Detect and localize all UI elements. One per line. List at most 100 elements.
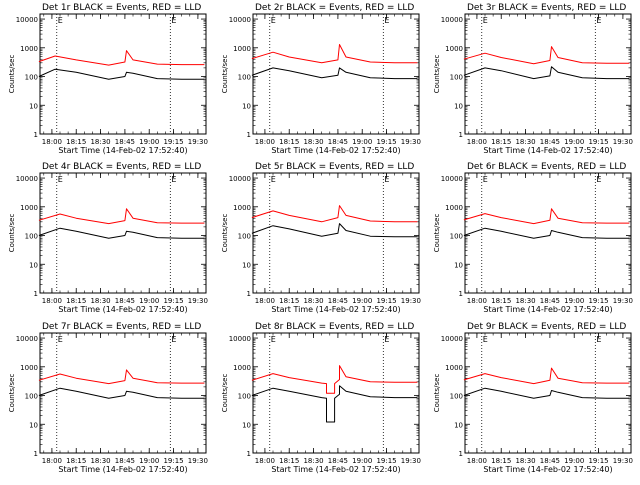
marker-label: E (483, 16, 488, 25)
y-tick-label: 1 (34, 450, 38, 458)
y-tick-label: 10 (29, 421, 38, 429)
plot-frame (252, 172, 420, 294)
y-tick-label: 10 (454, 421, 463, 429)
x-tick-label: 18:45 (540, 138, 560, 146)
x-tick-label: 19:15 (163, 457, 183, 465)
x-tick-label: 18:45 (115, 457, 135, 465)
plot-frame (464, 13, 632, 135)
marker-label: E (483, 175, 488, 184)
series-events-line (463, 387, 630, 399)
marker-label: E (384, 175, 389, 184)
marker-label: E (58, 175, 63, 184)
plot-frame (464, 172, 632, 294)
panel-title: Det 4r BLACK = Events, RED = LLD (42, 162, 201, 172)
x-tick-label: 18:45 (328, 457, 348, 465)
x-tick-label: 18:45 (328, 297, 348, 305)
marker-label: E (483, 335, 488, 344)
x-tick-label: 19:00 (352, 297, 372, 305)
y-tick-label: 1000 (233, 45, 251, 53)
series-events-line (251, 223, 418, 238)
series-events-line (463, 66, 630, 80)
x-tick-label: 18:00 (42, 297, 62, 305)
x-tick-label: 18:15 (66, 297, 86, 305)
panel-title: Det 7r BLACK = Events, RED = LLD (42, 322, 201, 332)
x-tick-label: 18:00 (255, 138, 275, 146)
y-tick-label: 100 (450, 393, 463, 401)
marker-label: E (58, 16, 63, 25)
y-tick-label: 10000 (16, 335, 38, 343)
y-axis-label: Counts/sec (221, 214, 229, 253)
x-tick-label: 19:15 (163, 138, 183, 146)
y-tick-label: 1000 (445, 364, 463, 372)
x-tick-label: 18:45 (115, 138, 135, 146)
plot-frame (39, 13, 207, 135)
x-tick-label: 18:00 (467, 138, 487, 146)
series-lld-line (38, 208, 205, 225)
x-tick-label: 18:45 (115, 297, 135, 305)
x-tick-label: 18:45 (540, 457, 560, 465)
series-events-line (463, 227, 630, 239)
series-lld-line (463, 208, 630, 225)
y-tick-label: 1 (459, 450, 463, 458)
panel-title: Det 6r BLACK = Events, RED = LLD (467, 162, 626, 172)
x-tick-label: 18:15 (491, 457, 511, 465)
series-lld-line (38, 369, 205, 385)
series-lld-line (38, 50, 205, 66)
x-tick-label: 19:15 (163, 297, 183, 305)
x-tick-label: 19:30 (188, 297, 208, 305)
y-axis-label: Counts/sec (221, 374, 229, 413)
panel-det-3: Det 3r BLACK = Events, RED = LLD E E 1 10 100… (433, 3, 633, 155)
marker-label: E (384, 335, 389, 344)
x-tick-label: 18:45 (540, 297, 560, 305)
series-events-line (38, 227, 205, 239)
series-events-line (251, 385, 418, 423)
series-lld-line (251, 44, 418, 64)
x-axis-label: Start Time (14-Feb-02 17:52:40) (271, 465, 400, 474)
panel-title: Det 8r BLACK = Events, RED = LLD (255, 322, 414, 332)
y-tick-label: 100 (25, 393, 38, 401)
series-lld-line (463, 46, 630, 65)
x-tick-label: 19:00 (352, 138, 372, 146)
y-axis-label: Counts/sec (8, 374, 16, 413)
x-tick-label: 18:00 (467, 457, 487, 465)
panel-title: Det 1r BLACK = Events, RED = LLD (42, 3, 201, 13)
marker-label: E (171, 16, 176, 25)
y-tick-label: 10 (242, 421, 251, 429)
marker-label: E (384, 16, 389, 25)
x-tick-label: 18:15 (279, 297, 299, 305)
series-events-line (38, 68, 205, 80)
x-tick-label: 19:00 (139, 138, 159, 146)
y-axis-label: Counts/sec (221, 55, 229, 94)
y-tick-label: 10000 (16, 16, 38, 24)
x-axis-label: Start Time (14-Feb-02 17:52:40) (271, 146, 400, 155)
marker-label: E (171, 335, 176, 344)
y-tick-label: 1000 (20, 45, 38, 53)
y-tick-label: 10000 (229, 335, 251, 343)
y-tick-label: 100 (238, 393, 251, 401)
x-tick-label: 19:00 (564, 297, 584, 305)
y-tick-label: 1 (247, 290, 251, 298)
panel-det-4: Det 4r BLACK = Events, RED = LLD E E 1 10 100… (8, 162, 208, 314)
y-tick-label: 1000 (445, 45, 463, 53)
y-tick-label: 1000 (20, 204, 38, 212)
panel-title: Det 2r BLACK = Events, RED = LLD (255, 3, 414, 13)
y-tick-label: 1000 (445, 204, 463, 212)
x-tick-label: 18:00 (42, 138, 62, 146)
x-tick-label: 19:30 (401, 457, 421, 465)
y-tick-label: 10000 (16, 175, 38, 183)
x-tick-label: 19:30 (188, 138, 208, 146)
series-lld-line (251, 365, 418, 394)
x-tick-label: 18:30 (303, 138, 323, 146)
marker-label: E (171, 175, 176, 184)
x-tick-label: 18:30 (515, 138, 535, 146)
marker-label: E (596, 335, 601, 344)
x-tick-label: 18:30 (90, 457, 110, 465)
x-tick-label: 18:30 (515, 297, 535, 305)
y-tick-label: 10 (454, 261, 463, 269)
y-tick-label: 10000 (229, 175, 251, 183)
marker-label: E (271, 335, 276, 344)
x-tick-label: 19:30 (613, 138, 633, 146)
x-tick-label: 18:30 (303, 457, 323, 465)
x-axis-label: Start Time (14-Feb-02 17:52:40) (483, 465, 612, 474)
